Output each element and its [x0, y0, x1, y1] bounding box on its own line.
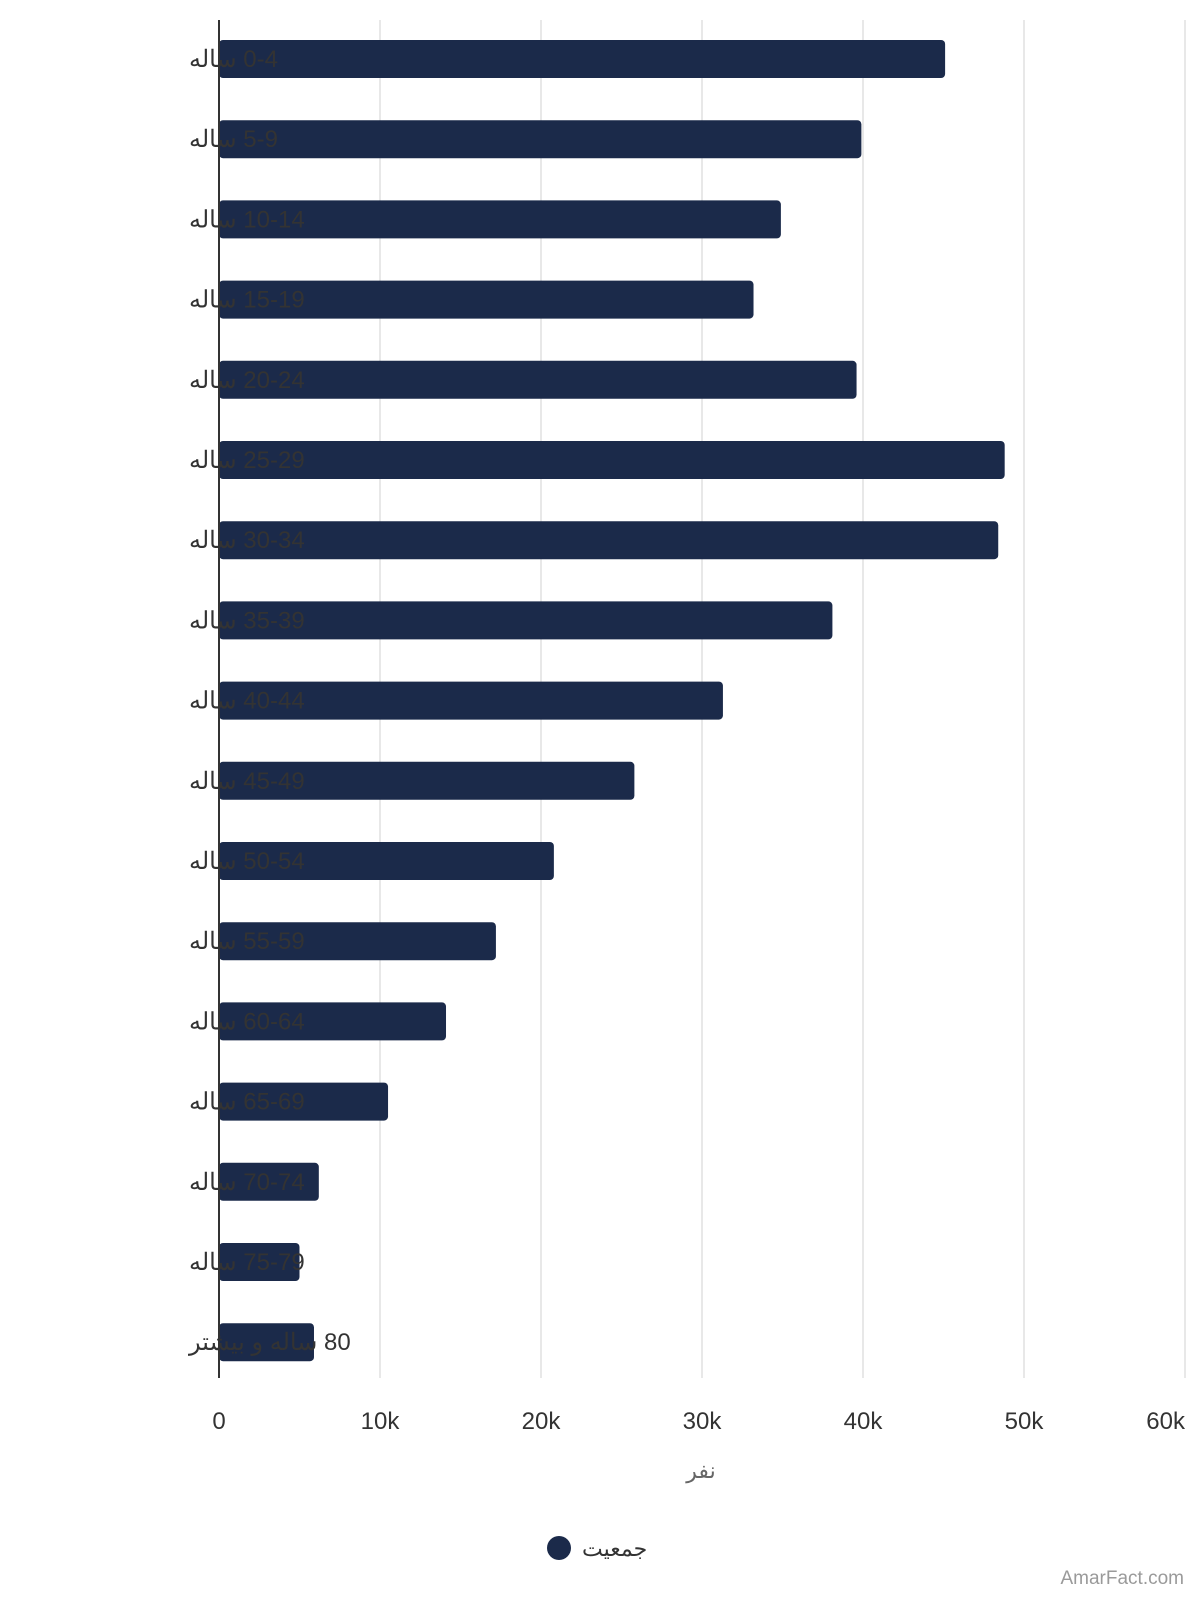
category-label: 80 ساله و بیشتر — [188, 1329, 351, 1356]
x-tick-label: 30k — [683, 1408, 723, 1435]
bar[interactable] — [219, 681, 723, 720]
category-label: 30-34 ساله — [189, 527, 305, 554]
bars — [219, 40, 1005, 1362]
bar[interactable] — [219, 1243, 300, 1281]
bar[interactable] — [219, 200, 781, 239]
bar[interactable] — [219, 280, 754, 319]
bar[interactable] — [219, 360, 857, 399]
bar[interactable] — [219, 40, 946, 78]
category-label: 20-24 ساله — [189, 367, 305, 394]
legend-swatch — [547, 1536, 571, 1560]
x-tick-label: 40k — [844, 1408, 884, 1435]
bar[interactable] — [219, 120, 862, 159]
category-label: 15-19 ساله — [189, 287, 305, 314]
category-label: 65-69 ساله — [189, 1089, 305, 1116]
category-label: 25-29 ساله — [189, 447, 305, 474]
bar[interactable] — [219, 441, 1005, 479]
bar[interactable] — [219, 1162, 319, 1201]
x-tick-label: 10k — [361, 1408, 401, 1435]
x-tick-label: 60k — [1146, 1408, 1186, 1435]
bar[interactable] — [219, 1082, 389, 1121]
category-labels: 0-4 ساله 5-9 ساله 10-14 ساله 15-19 ساله 20-2… — [188, 46, 351, 1356]
category-label: 45-49 ساله — [189, 768, 305, 795]
x-tick-labels: 0 10k 20k 30k 40k 50k 60k — [212, 1408, 1186, 1435]
bar[interactable] — [219, 601, 833, 640]
category-label: 50-54 ساله — [189, 848, 305, 875]
category-label: 40-44 ساله — [189, 688, 305, 715]
category-label: 5-9 ساله — [189, 126, 278, 153]
category-label: 60-64 ساله — [189, 1008, 305, 1035]
category-label: 70-74 ساله — [189, 1169, 305, 1196]
category-label: 35-39 ساله — [189, 607, 305, 634]
x-tick-label: 50k — [1005, 1408, 1045, 1435]
bar[interactable] — [219, 521, 999, 560]
legend-label: جمعیت — [582, 1536, 647, 1561]
category-label: 75-79 ساله — [189, 1249, 305, 1276]
x-tick-label: 0 — [212, 1408, 225, 1435]
category-label: 10-14 ساله — [189, 206, 305, 233]
x-tick-label: 20k — [522, 1408, 562, 1435]
legend[interactable]: جمعیت — [547, 1536, 647, 1561]
category-label: 55-59 ساله — [189, 928, 305, 955]
bar[interactable] — [219, 842, 554, 880]
bar[interactable] — [219, 761, 635, 800]
source-credit[interactable]: AmarFact.com — [1060, 1568, 1184, 1589]
bar[interactable] — [219, 1323, 314, 1362]
bar[interactable] — [219, 1002, 447, 1041]
bar[interactable] — [219, 922, 496, 961]
category-label: 0-4 ساله — [189, 46, 278, 73]
x-axis-title: نفر — [685, 1458, 715, 1484]
